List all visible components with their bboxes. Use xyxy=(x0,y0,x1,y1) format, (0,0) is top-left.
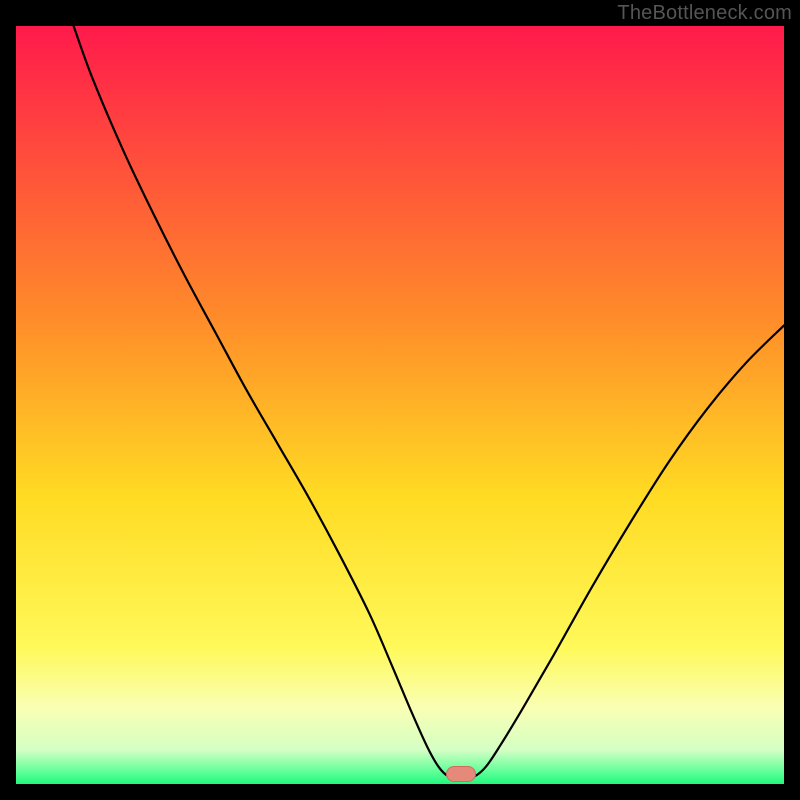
optimal-marker xyxy=(446,766,476,782)
plot-area xyxy=(16,26,784,784)
bottleneck-curve xyxy=(16,26,784,784)
chart-frame: TheBottleneck.com xyxy=(0,0,800,800)
attribution-label: TheBottleneck.com xyxy=(617,2,792,25)
